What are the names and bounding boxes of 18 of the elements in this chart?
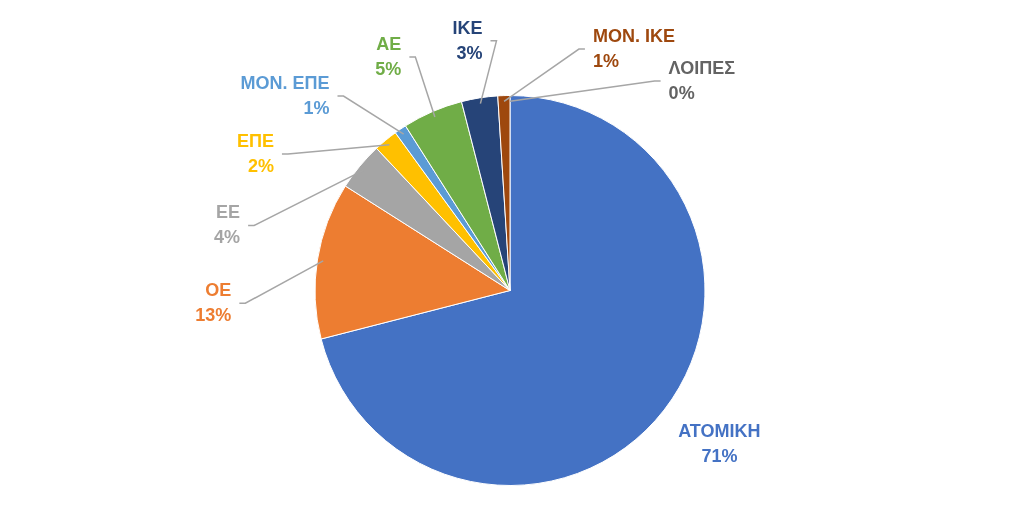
category-label: ΛΟΙΠΕΣ bbox=[668, 57, 735, 78]
slice-label: ΟΕ bbox=[205, 280, 232, 301]
data-label: 1% bbox=[303, 97, 330, 118]
data-label: 3% bbox=[456, 42, 483, 63]
data-label: 2% bbox=[247, 156, 274, 177]
slice-label: ΙΚΕ bbox=[452, 17, 483, 38]
slice-label: ΕΠΕ bbox=[236, 131, 274, 152]
slice-label: ΑΤΟΜΙΚΗ bbox=[678, 420, 761, 441]
data-label: 13% bbox=[195, 305, 232, 326]
slice-label: ΕΕ bbox=[216, 202, 241, 223]
slice-label: ΑΕ bbox=[376, 33, 402, 54]
data-label: 4% bbox=[214, 227, 241, 248]
data-label: 5% bbox=[375, 58, 402, 79]
data-label: 71% bbox=[701, 445, 738, 466]
data-label: 1% bbox=[592, 51, 619, 72]
slice-label: ΜΟΝ. ΙΚΕ bbox=[592, 26, 675, 47]
slice-label: ΜΟΝ. ΕΠΕ bbox=[240, 72, 330, 93]
text: 0% bbox=[668, 82, 695, 103]
